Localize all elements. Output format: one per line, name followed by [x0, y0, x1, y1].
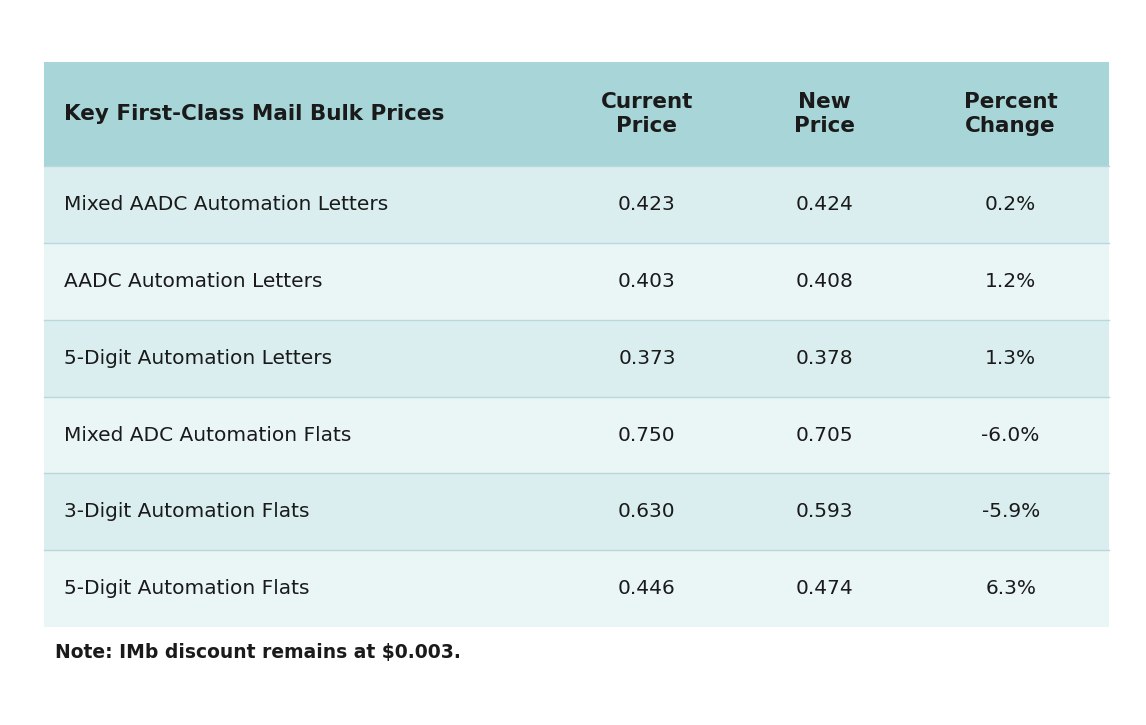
Text: 5-Digit Automation Flats: 5-Digit Automation Flats: [64, 579, 309, 598]
Text: Current
Price: Current Price: [601, 91, 693, 136]
Text: Percent
Change: Percent Change: [964, 91, 1058, 136]
Text: 0.593: 0.593: [795, 502, 854, 521]
Text: 0.423: 0.423: [618, 195, 676, 214]
Bar: [44, 550, 1109, 627]
Text: 0.424: 0.424: [795, 195, 854, 214]
Text: Note: IMb discount remains at $0.003.: Note: IMb discount remains at $0.003.: [55, 643, 461, 662]
Bar: [44, 397, 1109, 473]
Text: 0.378: 0.378: [795, 349, 854, 368]
Text: 0.750: 0.750: [618, 426, 676, 444]
Text: 0.446: 0.446: [618, 579, 676, 598]
Text: 3-Digit Automation Flats: 3-Digit Automation Flats: [64, 502, 309, 521]
Bar: [44, 243, 1109, 320]
Text: Mixed ADC Automation Flats: Mixed ADC Automation Flats: [64, 426, 352, 444]
Text: 1.3%: 1.3%: [986, 349, 1036, 368]
Bar: [44, 166, 1109, 243]
Text: -6.0%: -6.0%: [981, 426, 1039, 444]
Text: 5-Digit Automation Letters: 5-Digit Automation Letters: [64, 349, 332, 368]
Text: New
Price: New Price: [794, 91, 855, 136]
Text: 6.3%: 6.3%: [986, 579, 1036, 598]
Bar: [44, 320, 1109, 397]
Text: 0.2%: 0.2%: [986, 195, 1036, 214]
Text: 0.408: 0.408: [795, 272, 854, 291]
Text: -5.9%: -5.9%: [981, 502, 1039, 521]
Text: AADC Automation Letters: AADC Automation Letters: [64, 272, 323, 291]
Text: Mixed AADC Automation Letters: Mixed AADC Automation Letters: [64, 195, 388, 214]
Text: 0.630: 0.630: [618, 502, 676, 521]
Text: 0.474: 0.474: [795, 579, 854, 598]
Text: 0.373: 0.373: [618, 349, 676, 368]
Text: 0.403: 0.403: [618, 272, 676, 291]
Text: Key First-Class Mail Bulk Prices: Key First-Class Mail Bulk Prices: [64, 104, 445, 124]
Bar: [44, 62, 1109, 166]
Bar: [44, 473, 1109, 550]
Text: 1.2%: 1.2%: [986, 272, 1036, 291]
Text: 0.705: 0.705: [795, 426, 854, 444]
